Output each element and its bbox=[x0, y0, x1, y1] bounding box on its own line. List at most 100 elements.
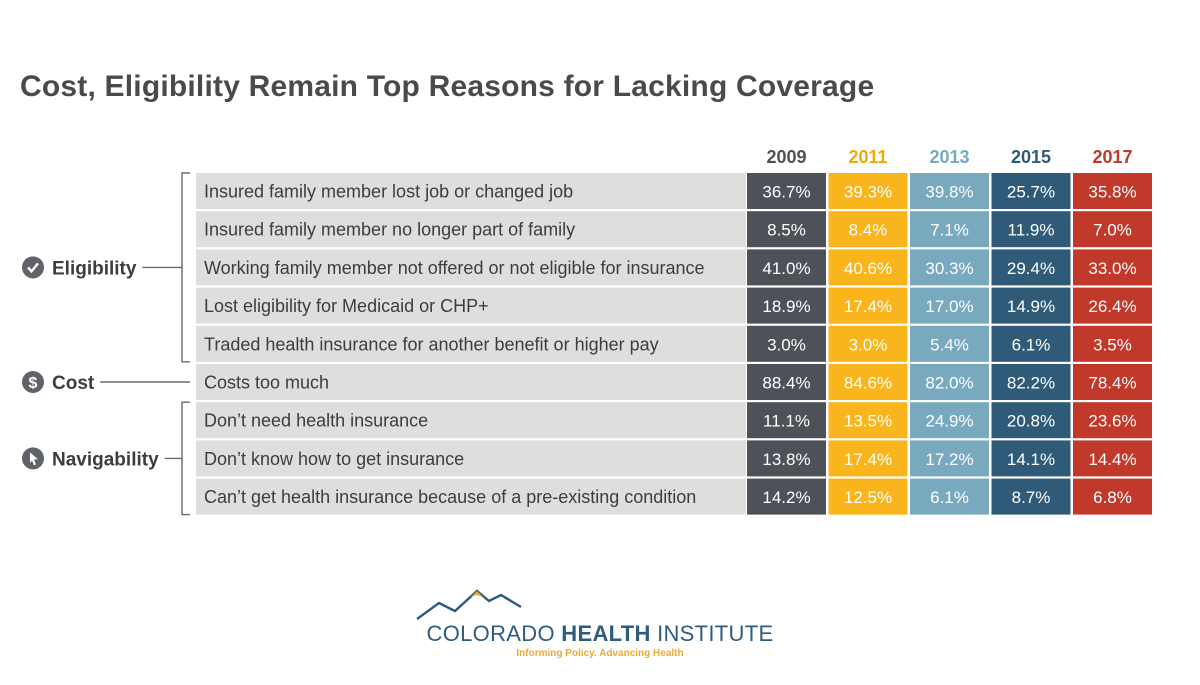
check-mark bbox=[27, 262, 39, 274]
row-label: Don’t know how to get insurance bbox=[204, 449, 464, 469]
value-cell-text: 40.6% bbox=[844, 259, 892, 278]
value-cell bbox=[991, 173, 1071, 209]
value-cell-text: 84.6% bbox=[844, 374, 892, 393]
value-cell bbox=[910, 440, 989, 477]
value-cell bbox=[747, 249, 826, 286]
value-cell-text: 17.2% bbox=[925, 450, 973, 469]
value-cell-text: 17.4% bbox=[844, 297, 892, 316]
value-cell-text: 13.5% bbox=[844, 412, 892, 431]
logo-name-part2: HEALTH bbox=[561, 621, 651, 646]
value-cell-text: 13.8% bbox=[762, 450, 810, 469]
value-cell-text: 17.0% bbox=[925, 297, 973, 316]
value-cell bbox=[1073, 211, 1152, 248]
value-cell bbox=[747, 364, 826, 400]
value-cell bbox=[1073, 478, 1152, 515]
value-cell-text: 12.5% bbox=[844, 488, 892, 507]
value-cell-text: 3.5% bbox=[1093, 335, 1132, 354]
value-cell bbox=[910, 478, 989, 515]
column-header-2013: 2013 bbox=[929, 147, 969, 167]
value-cell-text: 39.8% bbox=[925, 183, 973, 202]
column-header-2009: 2009 bbox=[766, 147, 806, 167]
value-cell-text: 39.3% bbox=[844, 183, 892, 202]
value-cell bbox=[747, 211, 826, 248]
mountain-icon bbox=[416, 589, 522, 620]
value-cell bbox=[1073, 287, 1152, 324]
logo-name-part1: COLORADO bbox=[426, 621, 562, 646]
value-cell-text: 78.4% bbox=[1088, 374, 1136, 393]
value-cell bbox=[910, 211, 989, 248]
logo-name-part3: INSTITUTE bbox=[650, 621, 774, 646]
value-cell-text: 14.2% bbox=[762, 488, 810, 507]
value-cell bbox=[828, 211, 908, 248]
value-cell-text: 14.4% bbox=[1088, 450, 1136, 469]
row-label-background bbox=[196, 249, 746, 286]
value-cell-text: 36.7% bbox=[762, 183, 810, 202]
group-label-eligibility: Eligibility bbox=[52, 258, 137, 279]
row-label: Can’t get health insurance because of a … bbox=[204, 487, 696, 507]
value-cell-text: 6.8% bbox=[1093, 488, 1132, 507]
value-cell-text: 33.0% bbox=[1088, 259, 1136, 278]
column-header-2015: 2015 bbox=[1011, 147, 1051, 167]
value-cell bbox=[1073, 402, 1152, 439]
value-cell-text: 14.1% bbox=[1007, 450, 1055, 469]
value-cell bbox=[910, 402, 989, 439]
value-cell bbox=[747, 402, 826, 439]
row-label: Insured family member lost job or change… bbox=[204, 182, 573, 202]
row-label-background bbox=[196, 402, 746, 439]
chart-title: Cost, Eligibility Remain Top Reasons for… bbox=[20, 70, 875, 103]
value-cell bbox=[1073, 364, 1152, 400]
value-cell bbox=[991, 249, 1071, 286]
value-cell-text: 7.0% bbox=[1093, 221, 1132, 240]
value-cell bbox=[991, 287, 1071, 324]
value-cell bbox=[828, 287, 908, 324]
value-cell-text: 18.9% bbox=[762, 297, 810, 316]
row-label: Working family member not offered or not… bbox=[204, 258, 705, 278]
dollar-sign: $ bbox=[29, 375, 38, 392]
value-cell bbox=[828, 325, 908, 362]
value-cell-text: 88.4% bbox=[762, 374, 810, 393]
value-cell bbox=[1073, 249, 1152, 286]
value-cell-text: 82.0% bbox=[925, 374, 973, 393]
value-cell-text: 29.4% bbox=[1007, 259, 1055, 278]
logo-name: COLORADO HEALTH INSTITUTE bbox=[415, 621, 785, 647]
dollar-icon bbox=[22, 371, 44, 393]
value-cell-text: 8.7% bbox=[1012, 488, 1051, 507]
value-cell bbox=[1073, 325, 1152, 362]
value-cell bbox=[991, 211, 1071, 248]
value-cell bbox=[828, 440, 908, 477]
value-cell-text: 30.3% bbox=[925, 259, 973, 278]
value-cell-text: 17.4% bbox=[844, 450, 892, 469]
row-label: Lost eligibility for Medicaid or CHP+ bbox=[204, 296, 489, 316]
value-cell-text: 24.9% bbox=[925, 412, 973, 431]
value-cell bbox=[747, 478, 826, 515]
value-cell-text: 11.9% bbox=[1008, 221, 1055, 240]
value-cell-text: 11.1% bbox=[763, 412, 810, 431]
group-bracket-navigability bbox=[181, 401, 190, 516]
value-cell-text: 41.0% bbox=[762, 259, 810, 278]
value-cell bbox=[910, 325, 989, 362]
value-cell-text: 26.4% bbox=[1088, 297, 1136, 316]
row-label-background bbox=[196, 211, 746, 248]
value-cell bbox=[828, 249, 908, 286]
cursor-arrow bbox=[30, 452, 38, 466]
value-cell-text: 5.4% bbox=[930, 335, 969, 354]
value-cell bbox=[910, 249, 989, 286]
value-cell-text: 7.1% bbox=[930, 221, 969, 240]
column-header-2017: 2017 bbox=[1092, 147, 1132, 167]
row-label-background bbox=[196, 173, 746, 209]
value-cell bbox=[828, 364, 908, 400]
value-cell bbox=[910, 364, 989, 400]
value-cell bbox=[1073, 173, 1152, 209]
value-cell-text: 3.0% bbox=[849, 335, 888, 354]
value-cell-text: 23.6% bbox=[1088, 412, 1136, 431]
row-label: Traded health insurance for another bene… bbox=[204, 334, 659, 354]
value-cell-text: 20.8% bbox=[1007, 412, 1055, 431]
coverage-reasons-table: 2009 2011 2013 2015 2017 Insured family membe… bbox=[22, 147, 1152, 516]
group-label-navigability: Navigability bbox=[52, 449, 159, 470]
value-cell-text: 14.9% bbox=[1007, 297, 1055, 316]
row-label-background bbox=[196, 440, 746, 477]
value-cell bbox=[910, 287, 989, 324]
value-cell bbox=[991, 325, 1071, 362]
check-icon bbox=[22, 256, 44, 279]
row-label-background bbox=[196, 478, 746, 515]
